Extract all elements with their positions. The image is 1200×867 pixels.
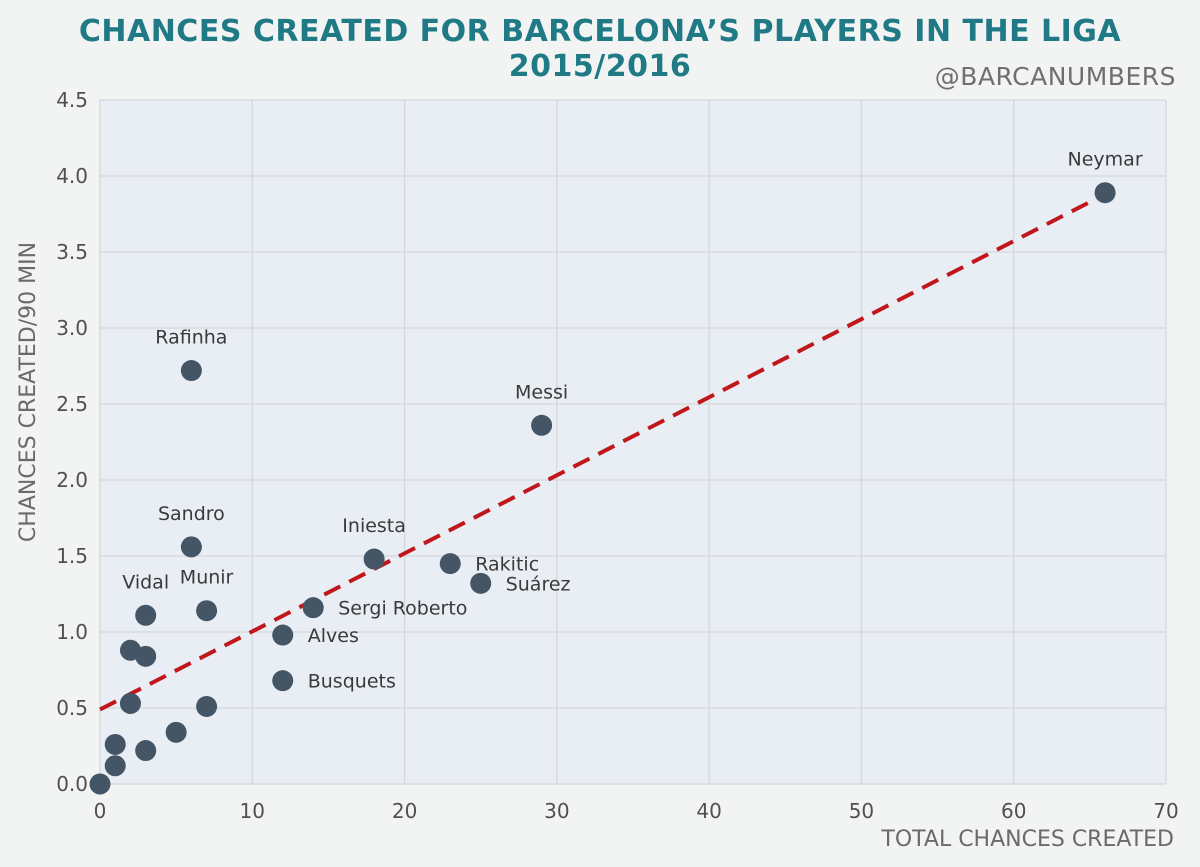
x-tick-label: 60 xyxy=(1001,799,1026,823)
twitter-handle: @BARCANUMBERS xyxy=(934,62,1176,91)
trendline-group xyxy=(99,192,1106,712)
data-point xyxy=(180,360,202,382)
x-tick-label: 40 xyxy=(696,799,721,823)
y-tick-label: 4.5 xyxy=(56,88,88,112)
data-point xyxy=(135,604,157,626)
y-tick-label: 1.5 xyxy=(56,544,88,568)
point-label: Messi xyxy=(515,381,568,403)
plot-area xyxy=(100,100,1166,784)
data-point xyxy=(135,740,157,762)
y-tick-label: 0.5 xyxy=(56,696,88,720)
data-point xyxy=(104,733,126,755)
data-point xyxy=(272,624,294,646)
point-label: Vidal xyxy=(122,571,169,593)
data-point xyxy=(470,572,492,594)
data-point xyxy=(165,721,187,743)
x-tick-label: 20 xyxy=(392,799,417,823)
x-axis-ticks: 0 10 20 30 40 50 60 70 xyxy=(94,799,1179,823)
data-point xyxy=(531,414,553,436)
point-label: Neymar xyxy=(1068,149,1143,171)
y-tick-label: 1.0 xyxy=(56,620,88,644)
point-label: Munir xyxy=(180,567,234,589)
x-axis-title: TOTAL CHANCES CREATED xyxy=(880,827,1174,852)
y-tick-label: 4.0 xyxy=(56,164,88,188)
data-point xyxy=(135,645,157,667)
data-point xyxy=(196,600,218,622)
point-labels: Neymar Messi Rafinha Sandro Iniesta RakiticSu… xyxy=(122,149,1143,693)
x-tick-label: 50 xyxy=(849,799,874,823)
point-label: Rafinha xyxy=(155,327,227,349)
x-tick-label: 10 xyxy=(240,799,265,823)
point-label: Busquets xyxy=(308,671,396,693)
data-point xyxy=(119,692,141,714)
data-point xyxy=(363,548,385,570)
point-label: Sandro xyxy=(158,503,225,525)
data-point xyxy=(1094,182,1116,204)
y-tick-label: 2.5 xyxy=(56,392,88,416)
data-point xyxy=(89,773,111,795)
point-label: Sergi Roberto xyxy=(338,598,467,620)
point-label: Suárez xyxy=(506,573,571,595)
x-tick-label: 30 xyxy=(544,799,569,823)
point-label: Alves xyxy=(308,625,359,647)
data-point xyxy=(104,755,126,777)
y-tick-label: 3.5 xyxy=(56,240,88,264)
data-point xyxy=(272,670,294,692)
data-point xyxy=(302,597,324,619)
y-axis-ticks: 0.0 0.5 1.0 1.5 2.0 2.5 3.0 3.5 4.0 4.5 xyxy=(56,88,88,796)
data-point xyxy=(180,536,202,558)
y-tick-label: 2.0 xyxy=(56,468,88,492)
point-label: Rakitic xyxy=(475,554,539,576)
chart-title: CHANCES CREATED FOR BARCELONA’S PLAYERS … xyxy=(78,14,1122,84)
data-point xyxy=(196,695,218,717)
x-tick-label: 0 xyxy=(94,799,107,823)
y-tick-label: 0.0 xyxy=(56,772,88,796)
y-tick-label: 3.0 xyxy=(56,316,88,340)
point-label: Iniesta xyxy=(342,515,406,537)
data-points xyxy=(89,182,1116,795)
data-point xyxy=(439,553,461,575)
x-tick-label: 70 xyxy=(1153,799,1178,823)
y-axis-title: CHANCES CREATED/90 MIN xyxy=(16,242,41,542)
trendline xyxy=(99,192,1106,712)
